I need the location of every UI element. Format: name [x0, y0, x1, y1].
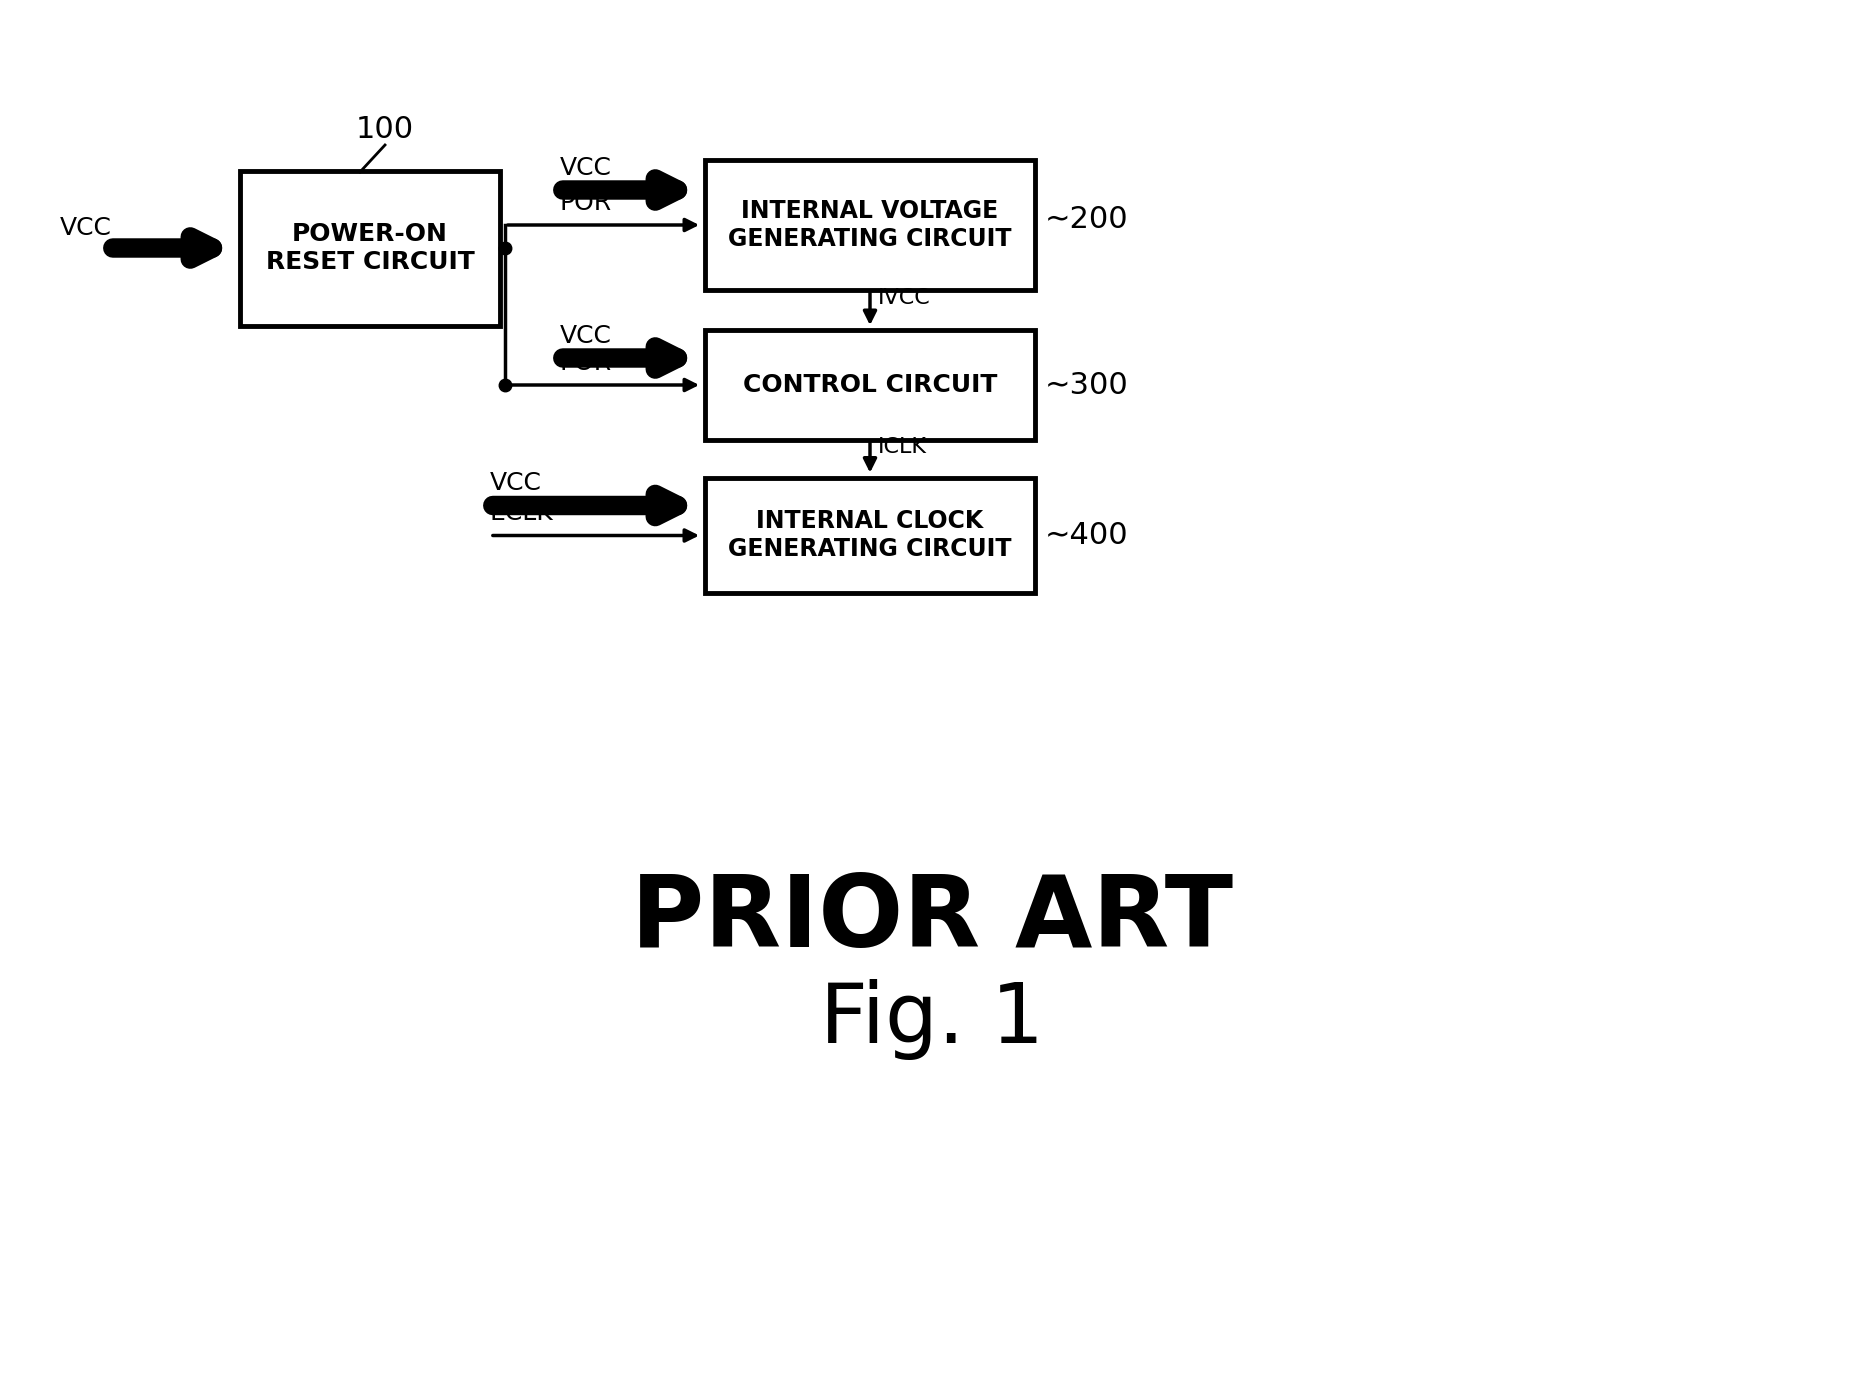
- Bar: [705, 330, 1035, 440]
- Text: IVCC: IVCC: [878, 288, 930, 308]
- Text: POR: POR: [559, 352, 611, 375]
- Bar: [705, 160, 1035, 290]
- Text: VCC: VCC: [559, 324, 611, 348]
- Text: POR: POR: [559, 192, 611, 215]
- Text: Fig. 1: Fig. 1: [820, 979, 1044, 1060]
- Text: VCC: VCC: [490, 472, 542, 495]
- Text: INTERNAL CLOCK
GENERATING CIRCUIT: INTERNAL CLOCK GENERATING CIRCUIT: [727, 509, 1010, 561]
- Text: VCC: VCC: [559, 156, 611, 181]
- Text: ECLK: ECLK: [490, 502, 554, 525]
- Text: ICLK: ICLK: [878, 437, 926, 456]
- Bar: [705, 477, 1035, 593]
- Text: CONTROL CIRCUIT: CONTROL CIRCUIT: [742, 372, 997, 397]
- Text: 100: 100: [356, 116, 414, 145]
- Text: ∼400: ∼400: [1044, 520, 1128, 549]
- Text: PRIOR ART: PRIOR ART: [630, 872, 1232, 968]
- Text: INTERNAL VOLTAGE
GENERATING CIRCUIT: INTERNAL VOLTAGE GENERATING CIRCUIT: [727, 199, 1010, 251]
- Text: VCC: VCC: [60, 217, 112, 240]
- Text: POWER-ON
RESET CIRCUIT: POWER-ON RESET CIRCUIT: [265, 222, 473, 274]
- Text: ∼300: ∼300: [1044, 371, 1128, 400]
- Bar: [240, 171, 500, 325]
- Text: ∼200: ∼200: [1044, 205, 1128, 234]
